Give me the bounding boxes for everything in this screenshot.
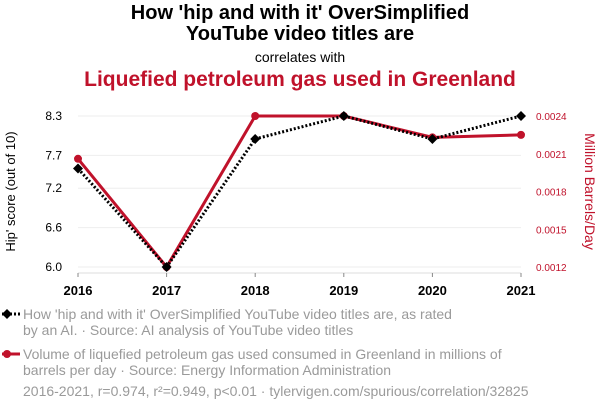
y-right-tick-label: 0.0018 xyxy=(536,188,567,199)
series-1-point xyxy=(161,262,172,272)
y-left-tick-label: 7.7 xyxy=(45,148,62,162)
x-tick-label: 2021 xyxy=(507,283,536,298)
legend-item-2-line-1: Volume of liquefied petroleum gas used c… xyxy=(23,346,502,362)
series-markers xyxy=(73,111,526,272)
y-axis-right-title: Million Barrels/Day xyxy=(582,133,598,250)
chart-title-line-3: Liquefied petroleum gas used in Greenlan… xyxy=(84,68,516,91)
x-tick-label: 2019 xyxy=(329,283,358,298)
series-1-point xyxy=(427,133,438,144)
y-left-tick-label: 6.0 xyxy=(45,260,62,274)
legend-item-2-marker xyxy=(3,350,11,358)
y-axis-left-title: Hip' score (out of 10) xyxy=(3,131,18,251)
y-right-tick-label: 0.0015 xyxy=(536,225,567,236)
legend-item-2-line-2: barrels per day · Source: Energy Informa… xyxy=(23,362,392,378)
series-1-point xyxy=(73,163,83,174)
legend-markers xyxy=(2,309,20,358)
series-1-line xyxy=(76,114,522,270)
y-left-tick-label: 7.2 xyxy=(45,181,62,195)
y-right-tick-label: 0.0024 xyxy=(536,112,567,123)
chart-subtitle: correlates with xyxy=(254,49,346,65)
y-right-tick-label: 0.0021 xyxy=(536,150,567,161)
x-tick-label: 2016 xyxy=(64,283,93,298)
legend-item-1-text: How 'hip and with it' OverSimplified You… xyxy=(23,306,583,338)
legend-item-2-text: Volume of liquefied petroleum gas used c… xyxy=(23,346,583,378)
series-2-point xyxy=(517,130,525,139)
chart-title-line-2: YouTube video titles are xyxy=(185,23,415,45)
legend-item-1-line-1: How 'hip and with it' OverSimplified You… xyxy=(23,306,452,322)
series-1-point xyxy=(338,111,349,121)
y-left-tick-label: 8.3 xyxy=(45,109,62,123)
x-tick-label: 2017 xyxy=(152,283,181,298)
x-tick-label: 2018 xyxy=(241,283,270,298)
series-1-point xyxy=(250,133,261,144)
legend-item-1-line-2: by an AI. · Source: AI analysis of YouTu… xyxy=(23,322,354,338)
x-tick-label: 2020 xyxy=(418,283,447,298)
legend-item-1-marker xyxy=(2,309,12,319)
series-1-point xyxy=(516,111,526,121)
series-2-point xyxy=(251,112,260,120)
y-right-tick-label: 0.0012 xyxy=(536,263,567,274)
series-2-point xyxy=(74,154,82,163)
footer-stats: 2016-2021, r=0.974, r²=0.949, p<0.01 · t… xyxy=(23,383,529,399)
y-left-tick-label: 6.6 xyxy=(45,221,62,235)
chart-title-line-1: How 'hip and with it' OverSimplified xyxy=(130,2,470,24)
axes: 6.0 6.6 7.2 7.7 8.3 0.0012 0.0015 0.0018 0.0021 0… xyxy=(3,109,598,298)
series-lines xyxy=(76,114,522,270)
